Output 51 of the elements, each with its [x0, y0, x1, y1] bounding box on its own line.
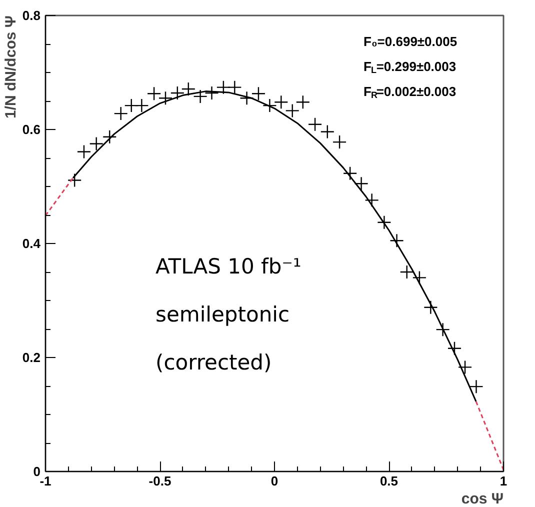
point — [342, 166, 358, 180]
point — [158, 91, 173, 106]
point — [424, 300, 438, 314]
y-tick-label: 0.8 — [22, 8, 41, 23]
point — [204, 86, 219, 100]
point — [102, 130, 117, 144]
point — [332, 134, 347, 150]
point — [320, 124, 334, 139]
x-tick-label: -1 — [40, 474, 52, 488]
point — [251, 86, 266, 101]
point — [76, 144, 92, 159]
point — [67, 173, 82, 188]
point — [274, 95, 288, 110]
point — [354, 176, 368, 191]
y-tick-label: 0.6 — [22, 122, 41, 137]
point — [240, 91, 254, 106]
x-axis-title: cos Ψ — [461, 490, 504, 507]
point — [390, 234, 404, 248]
point — [146, 86, 162, 101]
annotation: ATLAS 10 fb⁻¹ — [156, 254, 302, 278]
point — [436, 322, 450, 337]
point — [377, 215, 392, 230]
point — [193, 89, 208, 104]
point — [170, 86, 185, 100]
point — [134, 98, 149, 113]
point — [285, 104, 300, 118]
x-tick-label: 0 — [270, 474, 278, 488]
x-tick-label: 0.5 — [380, 474, 398, 488]
x-tick-label: 1 — [500, 474, 508, 488]
y-axis-title: 1/N dN/dcos Ψ — [2, 15, 20, 118]
y-tick-label: 0 — [33, 464, 41, 479]
point — [412, 270, 427, 285]
point — [216, 80, 231, 94]
point — [114, 106, 128, 121]
point — [458, 360, 472, 374]
y-tick-label: 0.4 — [22, 236, 42, 251]
point — [447, 341, 462, 356]
point — [296, 95, 310, 110]
annotation: semileptonic — [156, 302, 290, 326]
point — [364, 193, 379, 208]
point — [400, 264, 414, 280]
point — [469, 379, 484, 394]
annotation: (corrected) — [156, 350, 272, 374]
point — [89, 136, 104, 151]
point — [181, 82, 196, 96]
point — [228, 80, 242, 94]
point — [308, 117, 322, 132]
annotation: F₀=0.699±0.005 — [364, 34, 458, 49]
y-tick-label: 0.2 — [22, 350, 41, 365]
point — [262, 98, 277, 113]
x-tick-label: -0.5 — [148, 474, 172, 488]
